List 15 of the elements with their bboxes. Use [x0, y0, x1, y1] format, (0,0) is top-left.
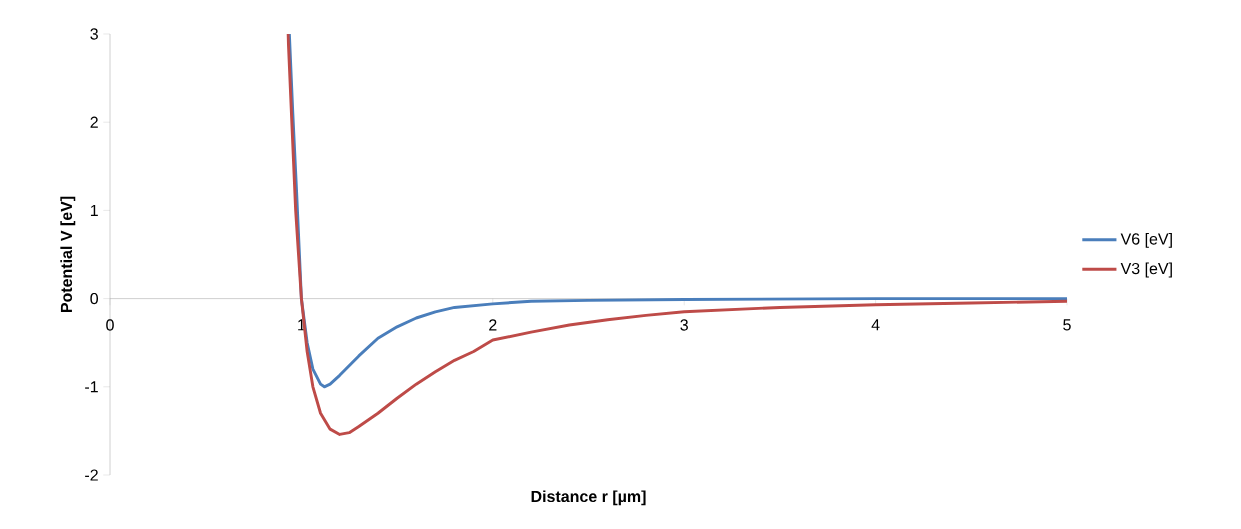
- x-tick-label: 4: [871, 319, 880, 331]
- y-tick-label: 0: [90, 292, 99, 305]
- x-tick-label: 2: [489, 319, 497, 331]
- legend-label: V3 [eV]: [1120, 262, 1172, 278]
- y-tick-label: 1: [90, 204, 98, 216]
- x-tick-label: 3: [680, 319, 688, 331]
- x-axis-title: Distance r [µm]: [531, 490, 646, 506]
- y-tick-label: -1: [85, 381, 98, 393]
- y-tick-label: -2: [85, 469, 98, 481]
- y-tick-label: 3: [90, 28, 98, 40]
- y-axis-title: Potential V [eV]: [60, 196, 76, 313]
- x-tick-label: 5: [1063, 319, 1071, 331]
- x-tick-label: 0: [106, 319, 114, 331]
- legend-label: V6 [eV]: [1120, 232, 1172, 248]
- y-tick-label: 2: [90, 116, 98, 128]
